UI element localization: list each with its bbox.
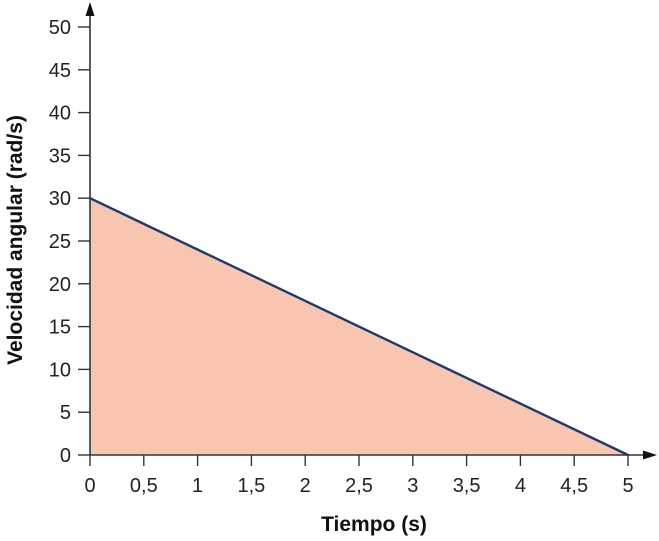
x-axis-title: Tiempo (s) xyxy=(321,513,427,536)
y-tick-label: 40 xyxy=(49,103,71,125)
y-axis-arrow-icon xyxy=(85,2,95,16)
x-tick-label: 4,5 xyxy=(560,475,588,497)
x-tick-label: 0,5 xyxy=(130,475,158,497)
data-line xyxy=(89,197,629,457)
x-axis-arrow-icon xyxy=(643,450,657,460)
x-tick-label: 4 xyxy=(515,475,526,497)
y-tick-label: 25 xyxy=(49,231,71,253)
x-tick-label: 2,5 xyxy=(345,475,373,497)
x-tick-label: 1 xyxy=(192,475,203,497)
x-tick-label: 3,5 xyxy=(453,475,481,497)
x-tick-label: 1,5 xyxy=(237,475,265,497)
y-tick-label: 10 xyxy=(49,359,71,381)
y-tick-label: 50 xyxy=(49,17,71,39)
y-axis-title: Velocidad angular (rad/s) xyxy=(4,115,27,365)
y-tick-label: 45 xyxy=(49,60,71,82)
y-tick-label: 0 xyxy=(60,445,71,467)
y-tick-label: 15 xyxy=(49,317,71,339)
y-tick-label: 35 xyxy=(49,145,71,167)
y-tick-label: 30 xyxy=(49,188,71,210)
y-tick-label: 5 xyxy=(60,402,71,424)
y-tick-label: 20 xyxy=(49,274,71,296)
x-tick-label: 0 xyxy=(84,475,95,497)
x-tick-label: 3 xyxy=(407,475,418,497)
y-axis-ticks: 0 5 10 15 20 25 30 35 40 45 50 xyxy=(49,17,90,467)
x-tick-label: 2 xyxy=(300,475,311,497)
x-axis-ticks: 0 0,5 1 1,5 2 2,5 3 3,5 4 4,5 5 xyxy=(84,455,634,497)
x-tick-label: 5 xyxy=(622,475,633,497)
